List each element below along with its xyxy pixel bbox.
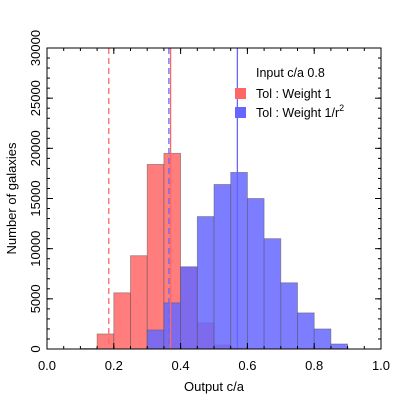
legend-label-weight-1r2-prefix: Tol : Weight 1/r	[256, 106, 339, 120]
x-tick-label: 0.2	[105, 358, 123, 373]
legend-title: Input c/a 0.8	[256, 66, 325, 80]
histogram-bar	[130, 255, 148, 350]
x-axis-label: Output c/a	[184, 379, 245, 394]
histogram-bar	[297, 312, 315, 350]
x-tick-label: 0.8	[305, 358, 323, 373]
histogram-bar	[180, 266, 198, 350]
histogram-bar	[246, 198, 265, 350]
histogram-bar	[213, 184, 232, 350]
x-tick-label: 0.4	[172, 358, 190, 373]
legend-swatch-weight-1r2	[235, 107, 246, 118]
histogram-bar	[313, 328, 332, 350]
histogram-bar	[280, 282, 298, 350]
x-tick-label: 1.0	[372, 358, 390, 373]
x-tick-label: 0.0	[38, 358, 56, 373]
histogram-bar	[146, 163, 165, 350]
legend: Input c/a 0.8 Tol : Weight 1 Tol : Weigh…	[235, 66, 344, 120]
histogram-bar	[163, 302, 181, 350]
legend-swatch-weight-1	[235, 88, 246, 99]
y-tick-label: 5000	[28, 284, 43, 313]
y-axis-label: Number of galaxies	[4, 142, 19, 254]
histogram-bar	[196, 216, 215, 350]
y-tick-label: 10000	[28, 231, 43, 267]
y-tick-label: 25000	[28, 80, 43, 116]
histogram-bar	[263, 238, 282, 350]
x-tick-label: 0.6	[238, 358, 256, 373]
legend-label-weight-1r2: Tol : Weight 1/r2	[256, 103, 344, 120]
y-tick-label: 30000	[28, 30, 43, 66]
histogram-bar	[330, 343, 348, 350]
y-tick-label: 15000	[28, 180, 43, 216]
histogram-bar	[230, 172, 248, 350]
histogram-bar	[113, 292, 131, 350]
legend-label-weight-1: Tol : Weight 1	[256, 87, 332, 101]
histogram-bar	[96, 333, 115, 350]
y-tick-label: 20000	[28, 130, 43, 166]
histogram-bar	[146, 329, 165, 350]
axis-ticks	[46, 47, 382, 350]
legend-label-weight-1r2-superscript: 2	[339, 103, 344, 113]
y-tick-label: 0	[28, 345, 43, 352]
